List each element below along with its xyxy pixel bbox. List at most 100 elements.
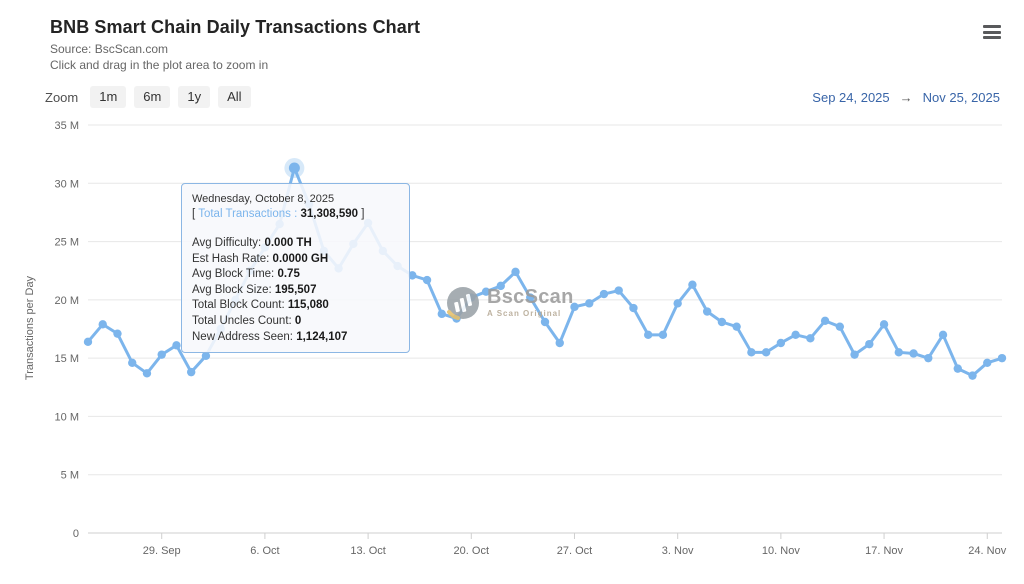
- zoom-button-all[interactable]: All: [218, 86, 251, 108]
- x-tick-label: 10. Nov: [762, 545, 800, 557]
- chart-point: [186, 367, 196, 377]
- tooltip-row: Avg Block Time: 0.75: [192, 268, 300, 281]
- chart-point: [599, 289, 609, 299]
- watermark-brand: BscScan: [487, 286, 574, 308]
- x-tick-label: 24. Nov: [968, 545, 1006, 557]
- x-tick-label: 20. Oct: [454, 545, 489, 557]
- x-tick-label: 3. Nov: [662, 545, 694, 557]
- tooltip-series-label: Total Transactions: [198, 208, 291, 220]
- range-to-input[interactable]: Nov 25, 2025: [922, 90, 1000, 105]
- tooltip-separator: :: [294, 208, 298, 220]
- chart-point: [83, 337, 93, 347]
- range-from-input[interactable]: Sep 24, 2025: [812, 90, 890, 105]
- x-tick-label: 17. Nov: [865, 545, 903, 557]
- chart-point: [658, 330, 668, 340]
- watermark: BscScan A Scan Original: [446, 286, 574, 322]
- chart-point: [511, 267, 520, 277]
- chart-point: [481, 287, 491, 296]
- chart-tooltip: Wednesday, October 8, 2025 [ Total Trans…: [181, 183, 410, 354]
- tooltip-date: Wednesday, October 8, 2025: [192, 193, 335, 205]
- y-tick-label: 35 M: [55, 120, 79, 132]
- zoom-button-1y[interactable]: 1y: [178, 86, 211, 108]
- chart-point: [717, 317, 727, 327]
- chart-point: [142, 369, 152, 378]
- chart-point: [422, 275, 432, 285]
- chart-point: [806, 334, 815, 343]
- tooltip-bracket-close: ]: [361, 208, 365, 220]
- chart-point: [673, 299, 682, 308]
- y-tick-label: 15 M: [55, 353, 79, 365]
- chart-point: [850, 350, 859, 359]
- chart-point: [437, 309, 447, 319]
- chart-point: [865, 339, 874, 349]
- chart-point: [983, 358, 992, 368]
- chart-point: [732, 322, 741, 331]
- page-title: BNB Smart Chain Daily Transactions Chart: [50, 17, 421, 37]
- y-tick-label: 10 M: [55, 411, 79, 423]
- chart-point: [408, 271, 417, 280]
- chart-point: [968, 371, 977, 380]
- chart-point: [776, 338, 786, 348]
- tooltip-row: New Address Seen: 1,124,107: [192, 330, 348, 343]
- chart-point: [894, 348, 904, 357]
- zoom-label: Zoom: [45, 89, 79, 105]
- chart-point: [791, 330, 800, 340]
- tooltip-row: Total Uncles Count: 0: [192, 314, 302, 327]
- zoom-button-1m[interactable]: 1m: [90, 86, 127, 108]
- y-tick-label: 0: [73, 528, 79, 540]
- chart-point: [835, 322, 845, 331]
- tooltip-row: Avg Difficulty: 0.000 TH: [192, 237, 312, 249]
- chart-point: [643, 330, 653, 340]
- menu-icon[interactable]: [983, 25, 1001, 42]
- chart-source: Source: BscScan.com: [50, 42, 169, 56]
- x-tick-label: 13. Oct: [350, 545, 385, 557]
- chart-point: [98, 320, 107, 329]
- date-range: Sep 24, 2025 → Nov 25, 2025: [812, 90, 1000, 105]
- chart-point: [157, 350, 166, 359]
- x-tick-label: 27. Oct: [557, 545, 592, 557]
- x-tick-label: 29. Sep: [143, 545, 181, 557]
- chart-point: [201, 351, 211, 361]
- chart-point: [629, 303, 638, 313]
- x-tick-label: 6. Oct: [250, 545, 279, 557]
- y-tick-label: 30 M: [55, 178, 79, 190]
- chart-hint: Click and drag in the plot area to zoom …: [50, 58, 269, 72]
- chart-point: [997, 353, 1007, 363]
- chart-point: [172, 341, 181, 350]
- chart-point-highlight[interactable]: [288, 162, 300, 174]
- chart-point: [113, 329, 122, 338]
- chart-point: [820, 316, 830, 326]
- chart-point: [526, 293, 535, 302]
- chart-point: [761, 348, 771, 357]
- tooltip-row: Avg Block Size: 195,507: [192, 283, 317, 296]
- chart-point: [879, 320, 889, 329]
- chart-point: [924, 353, 933, 363]
- y-tick-label: 25 M: [55, 237, 79, 249]
- chart-point: [688, 280, 697, 289]
- chart-point: [540, 317, 550, 327]
- chart-point: [614, 286, 623, 295]
- chart-point: [570, 302, 579, 312]
- chart-point: [128, 358, 137, 368]
- tooltip-row: Total Block Count: 115,080: [192, 299, 329, 312]
- y-tick-label: 20 M: [55, 295, 79, 307]
- y-tick-label: 5 M: [61, 470, 79, 482]
- tooltip-bracket-open: [: [192, 208, 196, 220]
- tooltip-series-value: 31,308,590: [300, 208, 359, 220]
- chart-point: [496, 281, 505, 291]
- bscscan-logo-icon: [447, 287, 479, 320]
- zoom-toolbar: Zoom 1m 6m 1y All: [45, 86, 259, 108]
- chart-point: [747, 348, 756, 357]
- chart-point: [702, 307, 712, 316]
- watermark-tagline: A Scan Original: [487, 309, 562, 318]
- chart-point: [909, 349, 918, 358]
- chart-point: [953, 364, 962, 373]
- zoom-button-6m[interactable]: 6m: [134, 86, 171, 108]
- tooltip-series-line: [ Total Transactions : 31,308,590 ]: [192, 207, 399, 222]
- tooltip-row: Est Hash Rate: 0.0000 GH: [192, 252, 329, 265]
- chart-point: [938, 330, 948, 340]
- chart-point: [585, 299, 594, 308]
- chart-point: [555, 338, 564, 348]
- range-arrow-icon: →: [899, 90, 913, 105]
